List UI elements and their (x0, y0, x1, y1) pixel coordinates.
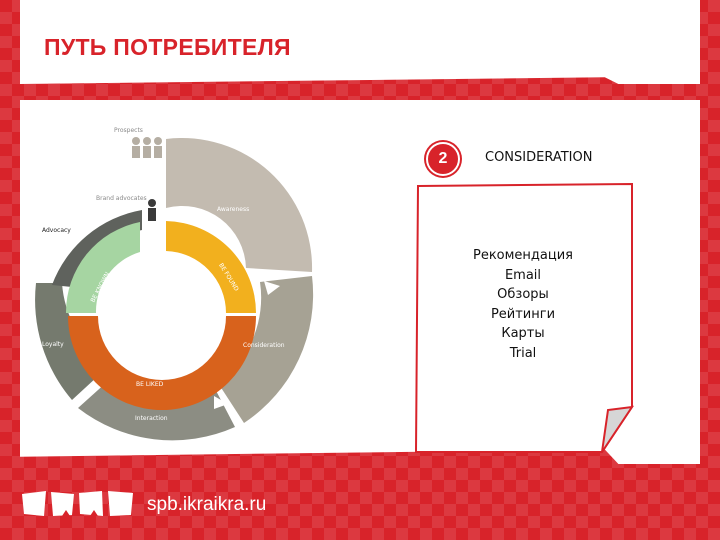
awareness-segment (166, 138, 313, 272)
list-item: Рекомендация (472, 248, 574, 263)
customer-journey-diagram: Prospects Brand advocates Awareness Cons… (35, 127, 314, 441)
brand-advocate-person-icon (148, 199, 156, 221)
loyalty-label: Loyalty (42, 341, 64, 348)
list-item: Карты (501, 326, 545, 341)
consideration-label: Consideration (243, 342, 285, 349)
info-note-box (414, 182, 635, 453)
brand-advocates-label: Brand advocates (96, 195, 147, 202)
title-card (20, 0, 700, 84)
list-item: Trial (509, 345, 537, 361)
arrow-tip-icon (214, 396, 228, 409)
prospects-people-icon (132, 137, 162, 158)
advocacy-label: Advocacy (42, 227, 71, 234)
page-curl-icon (601, 405, 635, 453)
prospects-label: Prospects (114, 127, 143, 134)
arrow-tip-icon (264, 281, 280, 295)
consideration-items-list: Рекомендация Email Обзоры Рейтинги Карты… (418, 246, 628, 363)
slide-title: ПУТЬ ПОТРЕБИТЕЛЯ (44, 34, 291, 60)
list-item: Обзоры (497, 287, 549, 302)
awareness-label: Awareness (217, 206, 249, 213)
ikraikra-logo-icon (22, 491, 133, 516)
interaction-label: Interaction (135, 415, 168, 422)
consideration-segment (218, 276, 314, 423)
footer-url[interactable]: spb.ikraikra.ru (147, 494, 267, 515)
list-item: Email (504, 267, 542, 283)
list-item: Рейтинги (490, 306, 556, 322)
be-liked-arc (68, 316, 256, 410)
be-known-arc (65, 222, 140, 313)
be-liked-label: BE LIKED (136, 381, 164, 388)
be-found-arc (166, 221, 256, 313)
step-number-badge: 2 (426, 142, 460, 176)
stage-title: CONSIDERATION (485, 150, 593, 165)
